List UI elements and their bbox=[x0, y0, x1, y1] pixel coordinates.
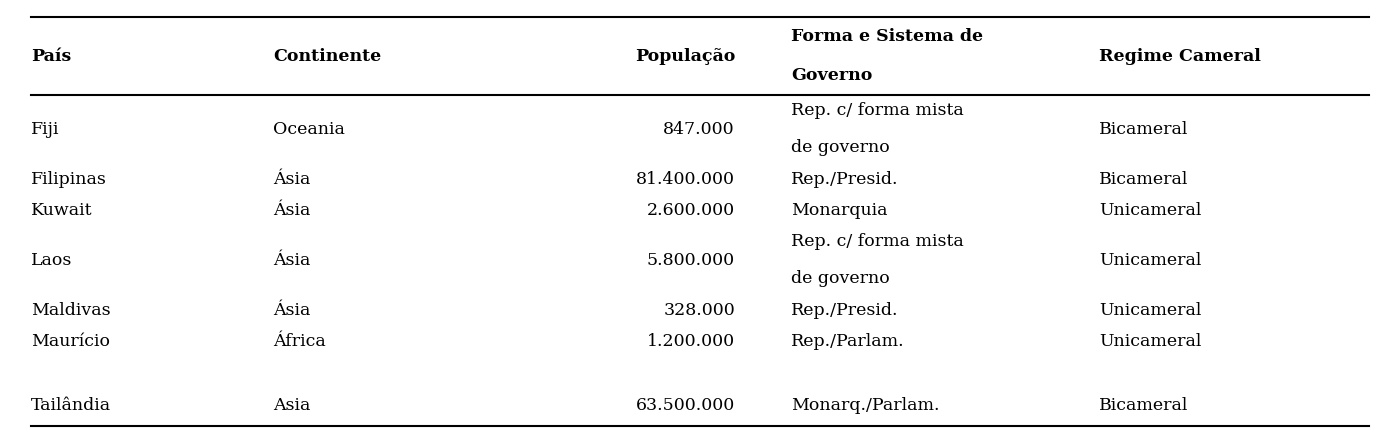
Text: Maurício: Maurício bbox=[31, 333, 109, 350]
Text: Laos: Laos bbox=[31, 252, 73, 269]
Text: Oceania: Oceania bbox=[273, 121, 344, 138]
Text: Unicameral: Unicameral bbox=[1099, 302, 1201, 319]
Text: 5.800.000: 5.800.000 bbox=[647, 252, 735, 269]
Text: 63.500.000: 63.500.000 bbox=[636, 397, 735, 414]
Text: Kuwait: Kuwait bbox=[31, 202, 92, 219]
Text: Ásia: Ásia bbox=[273, 252, 311, 269]
Text: Forma e Sistema de: Forma e Sistema de bbox=[791, 28, 983, 45]
Text: Filipinas: Filipinas bbox=[31, 171, 106, 188]
Text: Rep./Parlam.: Rep./Parlam. bbox=[791, 333, 904, 350]
Text: Governo: Governo bbox=[791, 67, 872, 84]
Text: Tailândia: Tailândia bbox=[31, 397, 111, 414]
Text: Fiji: Fiji bbox=[31, 121, 59, 138]
Text: Rep./Presid.: Rep./Presid. bbox=[791, 171, 899, 188]
Text: 328.000: 328.000 bbox=[664, 302, 735, 319]
Text: Unicameral: Unicameral bbox=[1099, 252, 1201, 269]
Text: Ásia: Ásia bbox=[273, 171, 311, 188]
Text: Maldivas: Maldivas bbox=[31, 302, 111, 319]
Text: de governo: de governo bbox=[791, 139, 890, 156]
Text: Unicameral: Unicameral bbox=[1099, 202, 1201, 219]
Text: Monarquia: Monarquia bbox=[791, 202, 888, 219]
Text: de governo: de governo bbox=[791, 270, 890, 287]
Text: Regime Cameral: Regime Cameral bbox=[1099, 48, 1261, 65]
Text: País: País bbox=[31, 48, 71, 65]
Text: Ásia: Ásia bbox=[273, 202, 311, 219]
Text: Rep. c/ forma mista: Rep. c/ forma mista bbox=[791, 233, 963, 251]
Text: Rep. c/ forma mista: Rep. c/ forma mista bbox=[791, 102, 963, 120]
Text: 847.000: 847.000 bbox=[664, 121, 735, 138]
Text: 2.600.000: 2.600.000 bbox=[647, 202, 735, 219]
Text: África: África bbox=[273, 333, 326, 350]
Text: Monarq./Parlam.: Monarq./Parlam. bbox=[791, 397, 939, 414]
Text: Rep./Presid.: Rep./Presid. bbox=[791, 302, 899, 319]
Text: 1.200.000: 1.200.000 bbox=[647, 333, 735, 350]
Text: Bicameral: Bicameral bbox=[1099, 397, 1189, 414]
Text: População: População bbox=[634, 48, 735, 65]
Text: Unicameral: Unicameral bbox=[1099, 333, 1201, 350]
Text: Ásia: Ásia bbox=[273, 302, 311, 319]
Text: Continente: Continente bbox=[273, 48, 381, 65]
Text: 81.400.000: 81.400.000 bbox=[636, 171, 735, 188]
Text: Bicameral: Bicameral bbox=[1099, 171, 1189, 188]
Text: Asia: Asia bbox=[273, 397, 311, 414]
Text: Bicameral: Bicameral bbox=[1099, 121, 1189, 138]
